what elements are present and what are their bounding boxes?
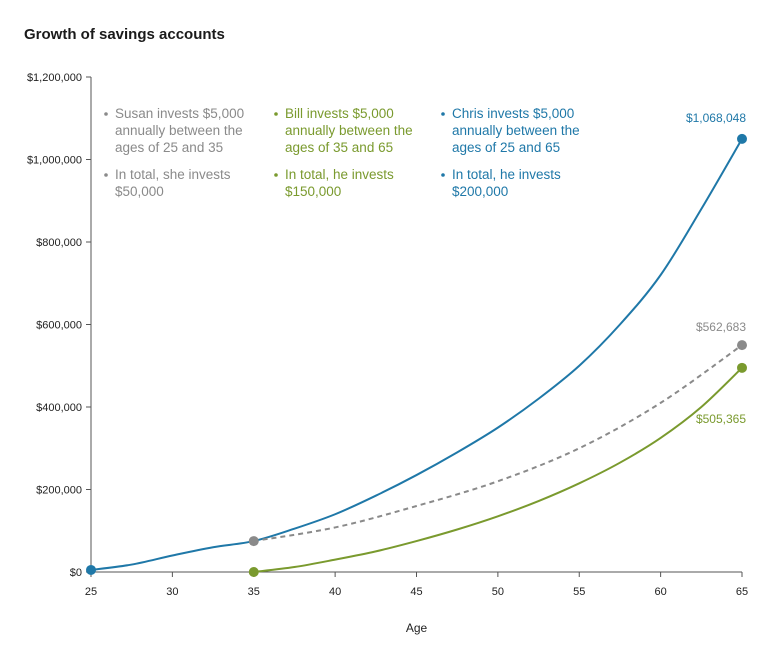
- chris-end-label: $1,068,048: [686, 111, 746, 125]
- data-point-marker: [737, 340, 747, 351]
- x-tick-label: 55: [573, 586, 585, 598]
- bill-note-1: Bill invests $5,000 annually between the a…: [274, 106, 413, 155]
- x-tick-label: 25: [85, 586, 97, 598]
- x-axis-title: Age: [406, 621, 428, 635]
- chris-line: [90, 138, 743, 571]
- bullet-icon: [274, 173, 278, 177]
- bill-note-text: Bill invests $5,000 annually between the a…: [285, 106, 413, 155]
- x-tick-label: 50: [492, 586, 504, 598]
- y-tick-label: $1,000,000: [27, 155, 82, 167]
- data-point-marker: [248, 536, 259, 547]
- y-tick-label: $1,200,000: [27, 72, 82, 84]
- bullet-icon: [104, 112, 108, 116]
- susan-note-2: In total, she invests $50,000: [104, 167, 231, 199]
- data-point-marker: [737, 133, 747, 144]
- x-tick-label: 60: [655, 586, 667, 598]
- susan-note-text: Susan invests $5,000 annually between the…: [115, 106, 244, 155]
- x-tick-label: 65: [736, 586, 748, 598]
- bill-end-label: $505,365: [696, 412, 746, 426]
- chris-note-text: Chris invests $5,000 annually between the…: [452, 106, 580, 155]
- axes: $0 $200,000 $400,000 $600,000 $800,000 $1,000…: [27, 72, 748, 635]
- susan-end-label: $562,683: [696, 320, 746, 334]
- data-point-marker: [86, 564, 96, 575]
- chart-title: Growth of savings accounts: [24, 26, 225, 43]
- bill-note-text: In total, he invests $150,000: [285, 167, 394, 199]
- series-notes: Chris invests $5,000 annually between the…: [104, 106, 580, 199]
- chris-note-1: Chris invests $5,000 annually between the…: [441, 106, 580, 155]
- y-tick-label: $600,000: [36, 320, 82, 332]
- y-tick-label: $800,000: [36, 237, 82, 249]
- bullet-icon: [441, 112, 445, 116]
- x-tick-label: 40: [329, 586, 341, 598]
- x-tick-label: 35: [248, 586, 260, 598]
- data-point-marker: [737, 362, 747, 373]
- data-point-marker: [248, 567, 259, 577]
- x-tick-label: 30: [166, 586, 178, 598]
- bullet-icon: [104, 173, 108, 177]
- bill-note-2: In total, he invests $150,000: [274, 167, 394, 199]
- end-value-labels: $1,068,048 $562,683 $505,365: [686, 111, 746, 426]
- x-tick-label: 45: [410, 586, 422, 598]
- chris-note-2: In total, he invests $200,000: [441, 167, 561, 199]
- y-tick-label: $400,000: [36, 402, 82, 414]
- point-markers: [86, 133, 747, 577]
- series-lines: [90, 138, 743, 573]
- chris-note-text: In total, he invests $200,000: [452, 167, 561, 199]
- susan-note-text: In total, she invests $50,000: [115, 167, 231, 199]
- susan-note-1: Susan invests $5,000 annually between the…: [104, 106, 244, 155]
- y-tick-label: $200,000: [36, 485, 82, 497]
- y-tick-label: $0: [70, 567, 82, 579]
- bill-line: [253, 367, 743, 573]
- susan-line: [253, 344, 743, 543]
- bullet-icon: [274, 112, 278, 116]
- bullet-icon: [441, 173, 445, 177]
